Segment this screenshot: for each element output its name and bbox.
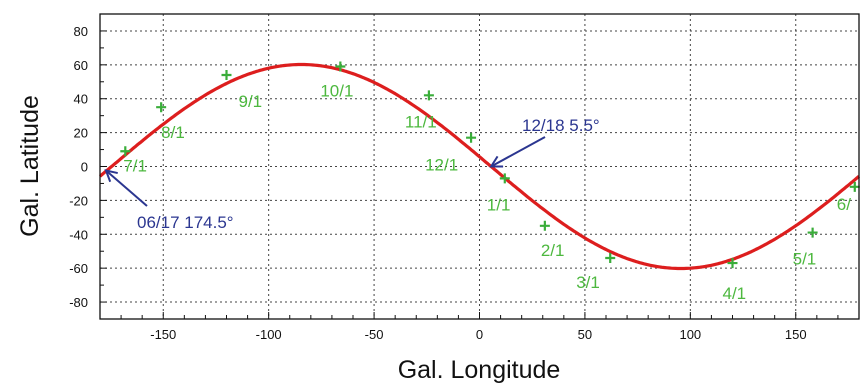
grid <box>100 14 859 319</box>
x-tick-label: 150 <box>785 327 807 342</box>
date-label: 9/1 <box>239 92 263 111</box>
date-label: 5/1 <box>793 250 817 269</box>
y-tick-label: 80 <box>74 24 88 39</box>
callout-arrow-head <box>489 155 504 168</box>
date-marker <box>849 181 860 192</box>
date-marker <box>335 61 346 72</box>
date-label: 12/1 <box>425 156 458 175</box>
tick-layer: -150 -100 -50 0 50 100 150 80 60 40 20 0 -20 -40 -60 -8… <box>69 13 839 342</box>
y-tick-label: -80 <box>69 295 88 310</box>
date-label: 6/ <box>837 195 851 214</box>
callout-arrow-line <box>105 169 148 207</box>
date-marker <box>539 220 550 231</box>
y-tick-label: 0 <box>81 160 88 175</box>
date-label: 8/1 <box>161 123 185 142</box>
y-tick-label: 40 <box>74 92 88 107</box>
marker-layer: 7/1 8/1 9/1 10/1 11/1 12/1 1/1 2/1 3/1 4/1 5/1 6/ <box>120 61 860 303</box>
x-tick-label: 0 <box>476 327 483 342</box>
date-label: 11/1 <box>405 112 437 131</box>
y-tick-label: -60 <box>69 261 88 276</box>
date-marker <box>499 173 510 184</box>
date-marker <box>605 253 616 263</box>
date-label: 7/1 <box>123 156 147 175</box>
date-marker <box>156 102 167 113</box>
x-tick-label: -100 <box>256 327 282 342</box>
y-axis-title: Gal. Latitude <box>16 95 44 237</box>
callout-label: 12/18 5.5° <box>522 116 600 135</box>
x-tick-label: 50 <box>578 327 592 342</box>
x-tick-label: -150 <box>150 327 176 342</box>
x-tick-label: 100 <box>679 327 701 342</box>
date-label: 3/1 <box>576 273 600 292</box>
x-tick-label: -50 <box>365 327 384 342</box>
y-tick-label: 20 <box>74 126 88 141</box>
date-marker <box>120 146 131 157</box>
date-label: 1/1 <box>487 195 511 214</box>
y-tick-label: -40 <box>69 227 88 242</box>
date-marker <box>727 258 738 269</box>
date-label: 4/1 <box>723 284 747 303</box>
date-label: 10/1 <box>320 82 353 101</box>
callout-arrow-head <box>104 169 118 183</box>
y-tick-label: 60 <box>74 58 88 73</box>
y-tick-label: -20 <box>69 193 88 208</box>
date-marker <box>807 227 818 238</box>
x-axis-title: Gal. Longitude <box>398 356 561 384</box>
date-marker <box>466 132 477 143</box>
date-marker <box>221 70 232 80</box>
callout-label: 06/17 174.5° <box>137 213 234 232</box>
callout-arrow-line <box>490 136 546 168</box>
callout-layer: 12/18 5.5° 06/17 174.5° <box>104 116 600 232</box>
date-marker <box>423 90 434 101</box>
date-label: 2/1 <box>541 241 565 260</box>
